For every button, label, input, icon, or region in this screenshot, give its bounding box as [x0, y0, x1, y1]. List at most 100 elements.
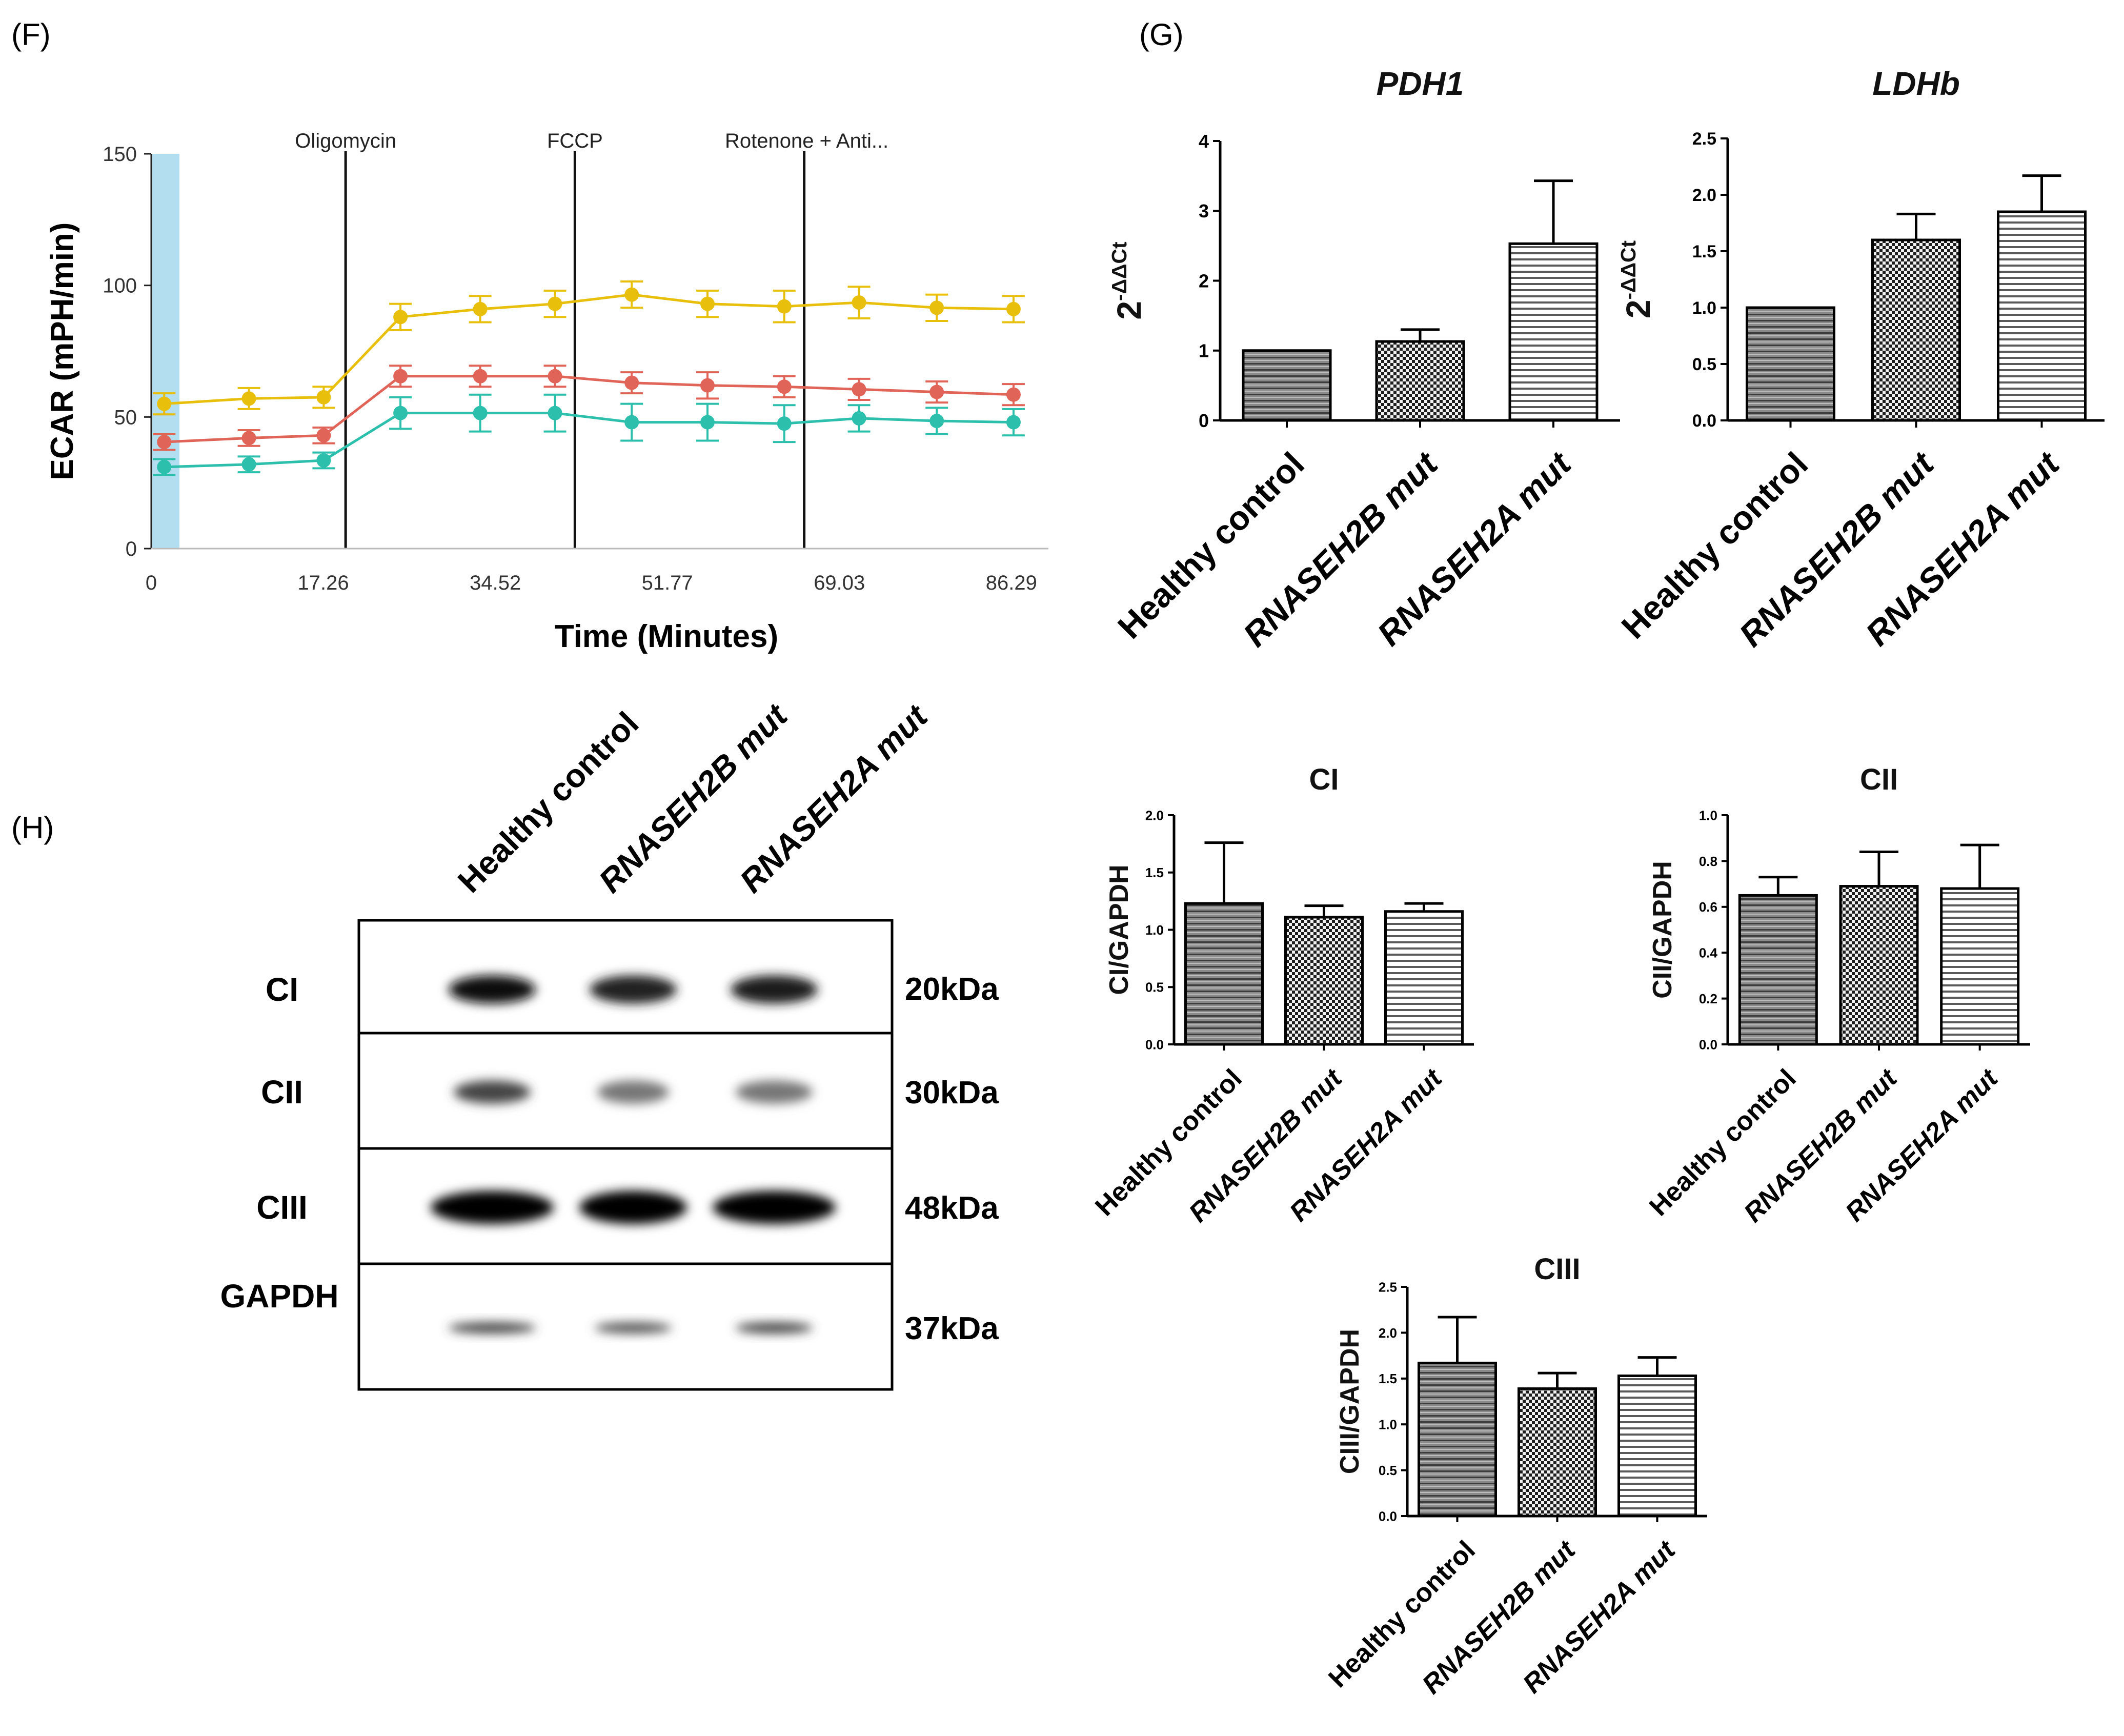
bar — [1508, 242, 1599, 422]
bar-chart-y-tick-label: 2.0 — [1692, 186, 1716, 205]
ecar-data-point — [241, 431, 256, 446]
ecar-data-point — [157, 396, 172, 411]
ecar-x-tick-label: 86.29 — [986, 572, 1037, 594]
bar-chart-y-tick-label: 0.8 — [1699, 854, 1717, 869]
blot-protein-label: GAPDH — [220, 1278, 338, 1315]
blot-row-ci: CI 20kDa — [266, 971, 999, 1008]
blot-band — [597, 1080, 669, 1104]
blot-row-gapdh: GAPDH 37kDa — [220, 1262, 999, 1346]
ecar-data-point — [624, 415, 639, 430]
ecar-injection-label: FCCP — [547, 130, 603, 152]
y-label-base: 2 — [1110, 301, 1148, 320]
bar-chart-y-tick-label: 1.0 — [1145, 922, 1164, 938]
ecar-x-tick-label: 69.03 — [814, 572, 865, 594]
bar-chart-y-tick-label: 1.0 — [1379, 1417, 1397, 1432]
ecar-x-axis-label: Time (Minutes) — [555, 619, 778, 654]
bar-chart-title: CII — [1860, 763, 1898, 796]
ecar-x-tick-label: 0 — [146, 572, 157, 594]
bar — [1518, 1387, 1597, 1518]
blot-band — [449, 975, 536, 1004]
ecar-y-tick-label: 150 — [103, 143, 137, 166]
bar-chart-y-tick-label: 0.5 — [1379, 1463, 1397, 1478]
ecar-data-point — [700, 378, 715, 393]
ecar-data-point — [1006, 387, 1021, 402]
ecar-data-point — [473, 406, 488, 420]
ecar-data-point — [548, 369, 562, 383]
ecar-data-point — [929, 300, 944, 315]
blot-row-ciii: CIII 48kDa — [256, 1147, 999, 1226]
ecar-data-point — [316, 428, 331, 443]
ecar-data-point — [777, 299, 792, 314]
ecar-x-tick-label: 51.77 — [642, 572, 693, 594]
ecar-y-tick-label: 0 — [126, 538, 137, 560]
ecar-data-point — [241, 391, 256, 406]
y-label-sup: -ΔΔCt — [1616, 240, 1640, 299]
ecar-data-point — [624, 287, 639, 302]
ecar-data-point — [157, 435, 172, 450]
bar — [1871, 238, 1961, 422]
blot-protein-label: CI — [266, 971, 298, 1008]
ecar-data-point — [548, 296, 562, 311]
ecar-data-point — [929, 414, 944, 429]
ecar-series-yellow — [153, 280, 1025, 416]
ecar-data-point — [700, 415, 715, 430]
ecar-data-point — [157, 459, 172, 474]
bar-chart-title: LDHb — [1872, 65, 1960, 102]
bar — [1617, 1374, 1697, 1518]
bar-chart-y-tick-label: 0.2 — [1699, 991, 1717, 1006]
ecar-data-point — [316, 453, 331, 468]
blot-band — [431, 1190, 554, 1224]
blot-row-cii: CII 30kDa — [261, 1032, 999, 1111]
ecar-data-point — [241, 457, 256, 472]
blot-kda-label: 37kDa — [905, 1311, 999, 1346]
bar — [1738, 894, 1818, 1046]
bar — [1940, 887, 2020, 1046]
bar-chart-y-tick-label: 0 — [1199, 410, 1209, 431]
bar-chart-y-tick-label: 0.0 — [1692, 411, 1716, 431]
blot-kda-label: 30kDa — [905, 1075, 999, 1111]
ecar-y-tick-label: 50 — [114, 406, 137, 429]
bar-chart-y-tick-label: 0.5 — [1145, 980, 1164, 995]
bar-chart-y-tick-label: 0.0 — [1699, 1037, 1717, 1052]
panel-label-g: (G) — [1139, 17, 1184, 52]
ecar-injection-label: Oligomycin — [295, 130, 396, 152]
blot-protein-label: CII — [261, 1074, 303, 1111]
bar-chart-y-tick-label: 1.0 — [1692, 298, 1716, 318]
ecar-series-teal — [153, 393, 1025, 476]
ecar-data-point — [316, 390, 331, 405]
ecar-data-point — [852, 411, 866, 426]
ecar-data-point — [1006, 415, 1021, 430]
ecar-series-red — [153, 365, 1025, 451]
bar-chart-title: CI — [1309, 763, 1339, 796]
blot-kda-label: 20kDa — [905, 972, 999, 1007]
bar — [1184, 902, 1264, 1046]
blot-kda-label: 48kDa — [905, 1190, 999, 1226]
blot-band — [736, 1080, 813, 1104]
bar-chart-y-tick-label: 2 — [1199, 270, 1209, 291]
ecar-x-tick-label: 34.52 — [470, 572, 521, 594]
bar-chart-y-tick-label: 1.0 — [1699, 808, 1717, 823]
blot-band — [579, 1190, 687, 1224]
bar-chart-title: PDH1 — [1377, 65, 1464, 102]
ecar-x-tick-label: 17.26 — [298, 572, 349, 594]
y-label-sup: -ΔΔCt — [1107, 241, 1131, 301]
bar-chart-y-label: CII/GAPDH — [1648, 861, 1677, 999]
ecar-data-point — [393, 310, 408, 325]
bar-chart-y-tick-label: 3 — [1199, 200, 1209, 221]
ecar-data-point — [393, 406, 408, 420]
blot-band — [590, 975, 677, 1004]
bar-chart-y-tick-label: 0.6 — [1699, 899, 1717, 915]
ecar-data-point — [624, 375, 639, 390]
ecar-data-point — [473, 301, 488, 316]
bar-chart-y-tick-label: 2.5 — [1379, 1279, 1397, 1295]
bar-chart-y-tick-label: 2.0 — [1379, 1325, 1397, 1341]
bar-chart-y-label: CIII/GAPDH — [1335, 1329, 1365, 1474]
bar-chart-title: CIII — [1534, 1253, 1580, 1286]
ecar-data-point — [929, 385, 944, 399]
bar-chart-y-tick-label: 1.5 — [1145, 865, 1164, 880]
